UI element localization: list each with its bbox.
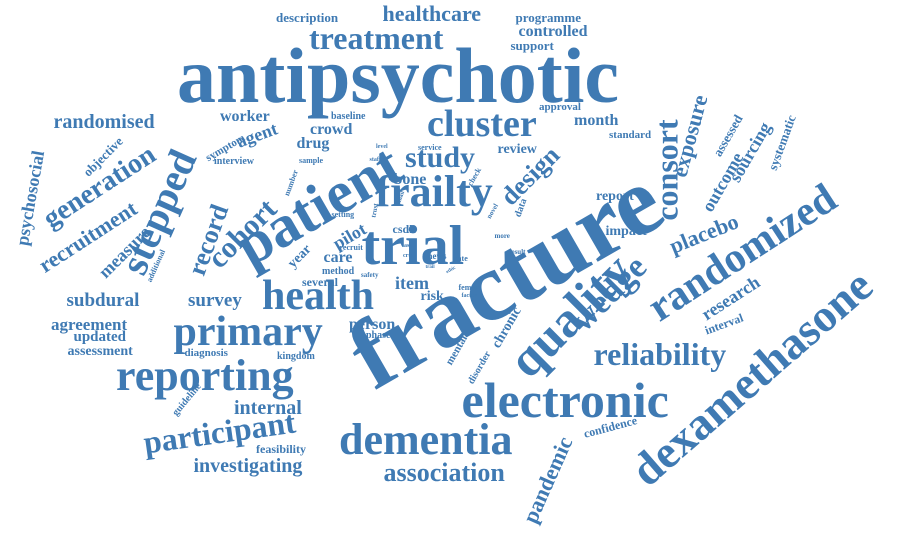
cloud-word-femur: femur (458, 283, 480, 292)
cloud-word-association: association (383, 458, 505, 487)
cloud-word-updated: updated (73, 328, 127, 345)
cloud-word-reporting: reporting (116, 351, 294, 400)
cloud-word-dementia: dementia (339, 415, 513, 464)
cloud-word-worker: worker (220, 108, 270, 125)
cloud-word-baseline: baseline (331, 111, 366, 122)
cloud-word-staff: staff (369, 157, 381, 163)
cloud-word-programme: programme (515, 9, 581, 25)
cloud-word-subdural: subdural (66, 289, 140, 311)
cloud-word-standard: standard (609, 128, 652, 141)
cloud-word-factor: factor (461, 293, 477, 299)
cloud-word-systematic: systematic (764, 112, 799, 172)
cloud-word-bone: bone (393, 171, 427, 188)
cloud-word-cluster: cluster (427, 103, 537, 145)
cloud-word-ass: ass (404, 243, 412, 249)
cloud-word-item: item (395, 273, 429, 293)
cloud-word-csdh: csdh (392, 222, 416, 236)
cloud-word-phase: phase (366, 330, 391, 341)
cloud-word-impact: impact (605, 224, 647, 239)
cloud-word-support: support (510, 37, 554, 53)
cloud-word-several: several (302, 275, 338, 289)
cloud-word-kingdom: kingdom (277, 351, 315, 362)
cloud-word-care: care (323, 249, 353, 266)
cloud-word-person: person (349, 316, 396, 333)
cloud-word-report: report (596, 189, 634, 204)
cloud-word-sample: sample (299, 156, 323, 165)
cloud-word-trial: trial (361, 215, 465, 277)
cloud-word-month: month (574, 112, 619, 129)
cloud-word-survey: survey (188, 289, 242, 311)
cloud-word-investigating: investigating (193, 455, 303, 477)
cloud-word-risk: risk (420, 289, 444, 304)
cloud-word-approval: approval (539, 100, 581, 113)
cloud-word-rate: rate (454, 254, 468, 263)
cloud-word-reliability: reliability (593, 336, 727, 372)
cloud-word-drug: drug (296, 135, 330, 152)
cloud-word-psychosocial: psychosocial (11, 148, 49, 248)
cloud-word-setting: setting (331, 210, 355, 219)
cloud-word-news: news (427, 250, 447, 261)
cloud-word-crts: crts (403, 253, 413, 259)
cloud-word-randomised: randomised (53, 111, 155, 133)
cloud-word-trail: trail (425, 264, 435, 270)
cloud-word-agreement: agreement (51, 314, 128, 334)
cloud-word-controlled: controlled (518, 23, 588, 40)
cloud-word-result: result (508, 247, 526, 256)
cloud-word-service: service (418, 143, 442, 152)
cloud-word-level: level (376, 144, 388, 150)
cloud-word-antipsychotic: antipsychotic (177, 32, 620, 119)
cloud-word-review: review (497, 142, 537, 157)
cloud-word-internal: internal (234, 397, 302, 419)
cloud-word-crowd: crowd (310, 121, 353, 138)
cloud-word-healthcare: healthcare (382, 1, 482, 26)
cloud-word-interview: interview (214, 156, 254, 167)
cloud-word-treatment: treatment (309, 20, 444, 56)
cloud-word-description: description (276, 9, 339, 25)
cloud-word-recruit: recruit (339, 243, 363, 252)
cloud-word-assessment: assessment (67, 344, 133, 359)
cloud-word-safety: safety (361, 270, 379, 279)
cloud-word-electronic: electronic (461, 372, 669, 428)
cloud-word-more: more (494, 231, 510, 240)
cloud-word-study: study (405, 141, 476, 174)
cloud-word-pandemic: pandemic (517, 432, 578, 527)
cloud-word-primary: primary (173, 309, 323, 355)
cloud-word-diagnosis: diagnosis (184, 346, 228, 359)
cloud-word-method: method (322, 266, 355, 277)
cloud-word-health: health (262, 273, 375, 319)
cloud-word-frailty: frailty (375, 167, 493, 216)
cloud-word-feasibility: feasibility (256, 442, 306, 456)
